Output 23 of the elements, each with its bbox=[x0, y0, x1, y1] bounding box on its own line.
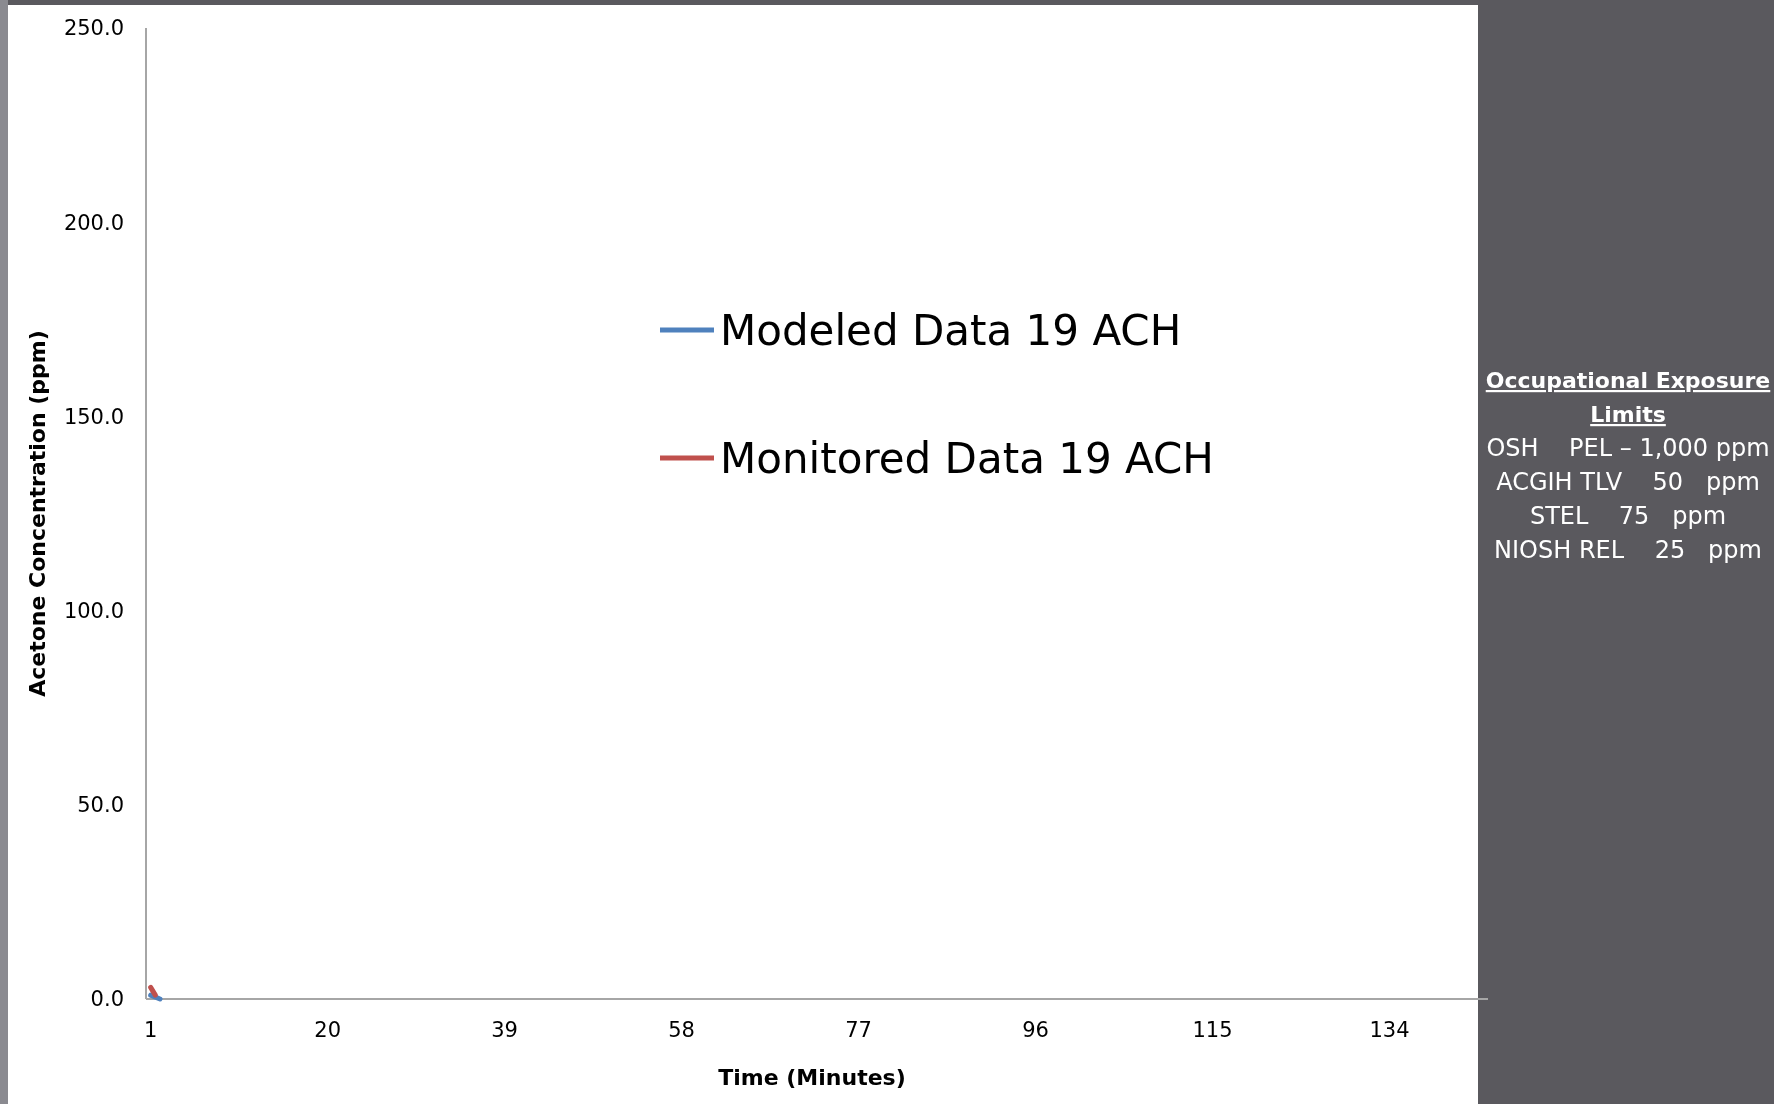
x-tick-label: 115 bbox=[1192, 1018, 1233, 1042]
annotation: Occupational Exposure Limits bbox=[1485, 368, 1771, 427]
text: ACGIH TLV 50 ppm bbox=[1496, 468, 1760, 496]
x-tick-label: 39 bbox=[491, 1018, 518, 1042]
y-axis-title: Acetone Concentration (ppm) bbox=[25, 330, 50, 697]
y-tick-label: 50.0 bbox=[77, 793, 124, 818]
x-tick-label: 77 bbox=[845, 1018, 872, 1042]
annotation: OSH PEL – 1,000 ppm bbox=[1486, 434, 1770, 462]
x-tick-label: 20 bbox=[314, 1018, 341, 1042]
y-tick-label: 0.0 bbox=[90, 987, 124, 1012]
legend-label: Modeled Data 19 ACH bbox=[720, 305, 1182, 355]
text: STEL 75 ppm bbox=[1529, 502, 1727, 530]
y-tick-label: 100.0 bbox=[63, 598, 124, 623]
text: NIOSH REL 25 ppm bbox=[1494, 536, 1762, 564]
x-tick-label: 1 bbox=[143, 1018, 158, 1042]
y-tick-label: 250.0 bbox=[63, 16, 124, 41]
x-axis-title: Time (Minutes) bbox=[718, 1065, 906, 1090]
x-tick-label: 134 bbox=[1369, 1018, 1410, 1042]
y-tick-label: 200.0 bbox=[63, 210, 124, 235]
x-tick-label: 96 bbox=[1022, 1018, 1049, 1042]
x-tick-label: 58 bbox=[668, 1018, 695, 1042]
legend-label: Monitored Data 19 ACH bbox=[720, 433, 1214, 483]
y-tick-label: 150.0 bbox=[63, 404, 124, 429]
